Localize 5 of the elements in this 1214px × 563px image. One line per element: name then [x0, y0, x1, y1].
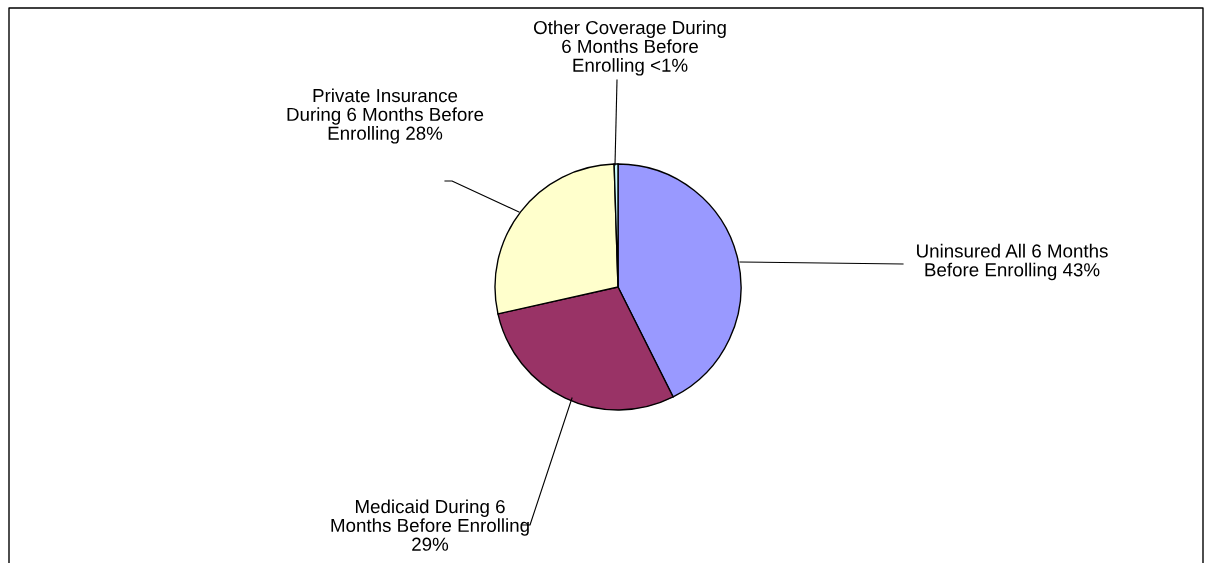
- slice-label: Uninsured All 6 Months Before Enrolling 43%: [917, 243, 1108, 281]
- data-label: 29%: [412, 537, 449, 551]
- slice-label: Medicaid During 6 Months Before Enrolling: [331, 499, 529, 536]
- slice-label: Other Coverage During 6 Months Before Enrolling <1%: [533, 20, 726, 76]
- slice-label: Private Insurance During 6 Months Before Enrolling 28%: [287, 88, 484, 144]
